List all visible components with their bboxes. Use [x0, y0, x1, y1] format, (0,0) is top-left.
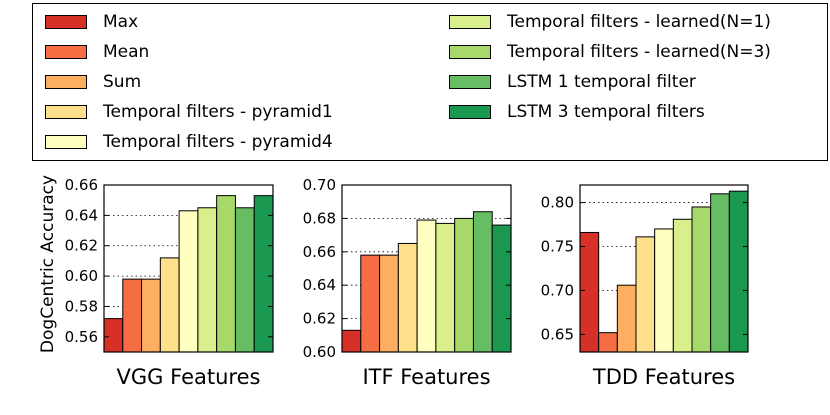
bar: [454, 217, 474, 353]
panel-title: VGG Features: [117, 365, 261, 389]
legend-label: Temporal filters - pyramid1: [103, 102, 333, 122]
bar: [103, 318, 124, 353]
legend-item: Mean: [45, 38, 149, 66]
legend-label: Mean: [103, 42, 150, 62]
legend-swatch: [449, 105, 491, 119]
y-tick-label: 0.64: [65, 206, 98, 224]
legend-item: Temporal filters - learned(N=1): [449, 8, 771, 36]
bar: [122, 278, 143, 353]
panel-title: TDD Features: [592, 365, 735, 389]
y-tick-label: 0.62: [65, 237, 98, 255]
y-tick-label: 0.60: [303, 343, 336, 361]
bar: [416, 219, 437, 353]
plot-frame: [341, 184, 512, 353]
bar: [159, 257, 180, 353]
legend-item: Sum: [45, 68, 141, 96]
legend-label: Temporal filters - learned(N=1): [507, 12, 771, 32]
bar: [616, 284, 637, 353]
legend-item: Temporal filters - learned(N=3): [449, 38, 771, 66]
y-tick-label: 0.70: [303, 176, 336, 194]
legend-label: Sum: [103, 72, 142, 92]
bar: [379, 254, 399, 353]
bar: [178, 210, 199, 353]
legend-label: LSTM 1 temporal filter: [507, 72, 696, 92]
bar: [654, 228, 674, 353]
legend-label: Temporal filters - learned(N=3): [507, 42, 771, 62]
legend-swatch: [45, 105, 87, 119]
y-tick-label: 0.58: [65, 297, 98, 315]
y-tick-label: 0.75: [541, 238, 574, 256]
legend-item: LSTM 3 temporal filters: [449, 98, 705, 126]
legend-swatch: [45, 15, 87, 29]
legend-label: Temporal filters - pyramid4: [103, 132, 333, 152]
legend-item: LSTM 1 temporal filter: [449, 68, 696, 96]
bar: [728, 190, 749, 353]
legend-item: Temporal filters - pyramid1: [45, 98, 333, 126]
bar: [598, 332, 618, 353]
bar: [397, 242, 418, 353]
y-tick-label: 0.64: [303, 276, 336, 294]
y-tick-label: 0.66: [303, 243, 336, 261]
bar: [635, 236, 656, 353]
y-tick-label: 0.56: [65, 328, 98, 346]
legend-swatch: [45, 135, 87, 149]
legend-swatch: [449, 75, 491, 89]
y-tick-label: 0.80: [541, 194, 574, 212]
legend-label: LSTM 3 temporal filters: [507, 102, 705, 122]
panel-title: ITF Features: [362, 365, 490, 389]
legend-label: Max: [103, 12, 139, 32]
bar: [253, 195, 274, 353]
legend-swatch: [449, 45, 491, 59]
legend-item: Max: [45, 8, 138, 36]
legend-swatch: [45, 75, 87, 89]
bar: [435, 222, 456, 353]
bar: [197, 207, 218, 353]
bar: [216, 195, 236, 353]
y-tick-label: 0.60: [65, 267, 98, 285]
plot-frame: [579, 184, 749, 353]
legend-swatch: [449, 15, 491, 29]
bar: [691, 206, 712, 353]
y-tick-label: 0.62: [303, 310, 336, 328]
plot-frame: [103, 184, 274, 353]
bar: [710, 193, 730, 353]
y-tick-label: 0.70: [541, 281, 574, 299]
legend-item: Temporal filters - pyramid4: [45, 128, 333, 156]
y-tick-label: 0.66: [65, 176, 98, 194]
legend: Max Mean Sum Temporal filters - pyramid1 Tem…: [32, 3, 828, 161]
bar: [141, 278, 161, 353]
bar: [672, 218, 693, 353]
legend-swatch: [45, 45, 87, 59]
y-tick-label: 0.68: [303, 209, 336, 227]
bar: [491, 224, 512, 353]
bar: [360, 254, 381, 353]
bar: [341, 329, 362, 353]
bar: [234, 207, 255, 353]
bar: [472, 211, 493, 353]
y-tick-label: 0.65: [541, 325, 574, 343]
